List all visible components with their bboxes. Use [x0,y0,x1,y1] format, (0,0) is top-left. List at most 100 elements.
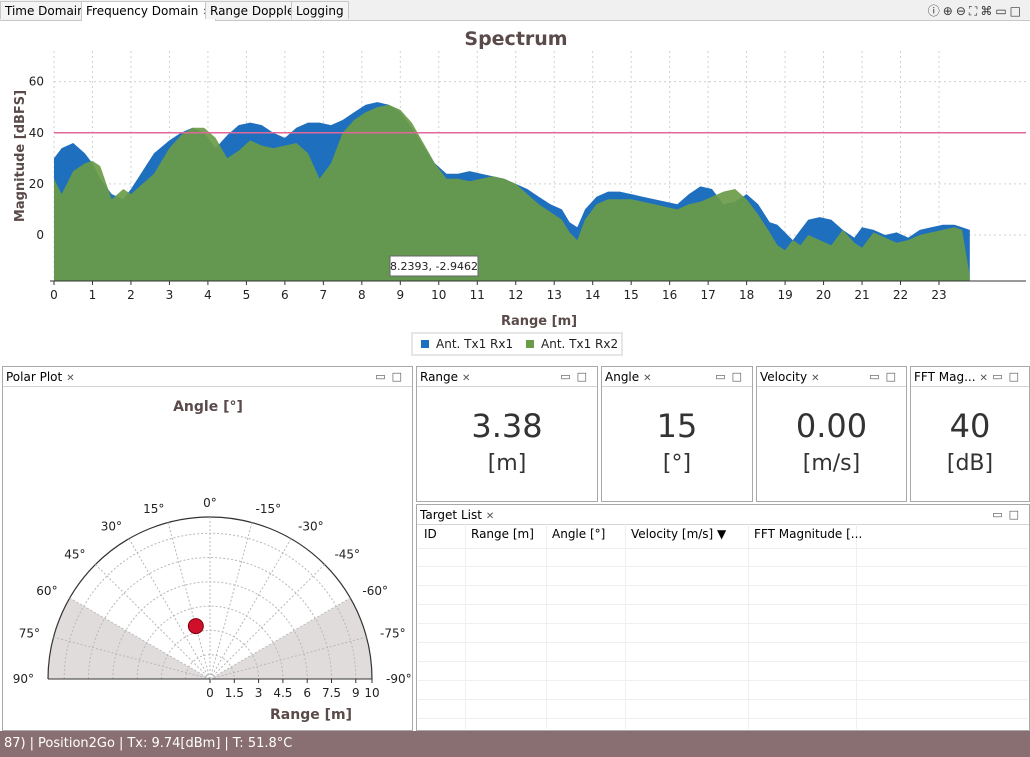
angle-label: -15° [256,502,282,516]
velocity-unit: [m/s] [802,451,861,476]
close-icon[interactable]: ✕ [462,373,471,384]
x-tick-label: 23 [931,288,946,302]
fft-magnitude-unit: [dB] [946,451,994,476]
panel-controls[interactable]: ▭□ [560,370,593,383]
polar-range-label: Range [m] [270,707,352,723]
range-tick-label: 0 [206,686,214,700]
tab-frequency-domain[interactable]: Frequency Domain✕ [81,1,216,21]
x-tick-label: 16 [662,288,677,302]
column-header-id[interactable]: ID [424,527,437,541]
close-icon[interactable]: ✕ [485,511,495,522]
close-icon[interactable]: ✕ [979,373,988,384]
out-of-fov-wedge [210,598,372,679]
angle-tab[interactable]: Angle ✕ ▭□ [602,367,752,387]
angle-label: -75° [380,626,406,640]
column-header-range[interactable]: Range [m] [471,527,534,541]
polar-grid [47,516,373,680]
info-icon[interactable]: ⓘ [927,4,943,18]
velocity-value: 0.00 [795,407,868,445]
angle-card: Angle ✕ ▭□ 15 [°] [601,366,753,502]
x-tick-label: 19 [777,288,792,302]
table-grid [418,661,1028,662]
angle-label: 90° [13,672,34,686]
angle-label: 15° [143,502,164,516]
x-tick-label: 3 [166,288,174,302]
y-tick-label: 0 [36,228,44,242]
close-icon[interactable]: ✕ [643,373,652,384]
tab-range-doppler[interactable]: Range Doppler [205,1,305,19]
column-header-fft-magnitude[interactable]: FFT Magnitude [... [754,527,863,541]
target-marker[interactable] [187,618,204,635]
main-tab-bar: Time Domain Frequency Domain✕ Range Dopp… [0,0,1030,21]
fit-icon[interactable]: ⛶ [968,4,981,18]
x-tick-label: 5 [243,288,251,302]
tab-time-domain[interactable]: Time Domain [0,1,90,19]
maximize-icon[interactable]: □ [1009,4,1024,18]
fft-magnitude-card: FFT Mag... ✕ ▭□ 40 [dB] [910,366,1030,502]
angle-spoke [209,538,292,680]
range-value: 3.38 [471,407,543,445]
status-temperature: T: 51.8°C [232,736,293,751]
panel-controls[interactable]: ▭□ [869,370,902,383]
x-tick-label: 10 [431,288,446,302]
table-grid [856,524,857,729]
angle-label: 45° [64,548,85,562]
velocity-tab[interactable]: Velocity ✕ ▭□ [757,367,906,387]
range-tick-label: 4.5 [273,686,292,700]
panel-controls[interactable]: ▭□ [715,370,748,383]
status-tx-power: Tx: 9.74[dBm] [127,736,221,751]
angle-label: -60° [362,584,388,598]
tab-logging[interactable]: Logging [291,1,349,19]
table-grid [418,642,1028,643]
spectrum-chart[interactable]: Spectrum 0 1 2 3 4 5 6 7 8 9 10 11 12 13 14 15 16 17 18 19 2… [0,21,1030,361]
x-tick-label: 2 [127,288,135,302]
panel-controls[interactable]: ▭□ [992,370,1025,383]
status-device: Position2Go [38,736,115,751]
range-tick-label: 3 [255,686,263,700]
angle-label: 0° [203,496,217,510]
y-tick-label: 40 [29,126,44,140]
x-tick-label: 20 [816,288,831,302]
range-tick-label: 6 [303,686,311,700]
x-tick-label: 22 [893,288,908,302]
polar-targets [187,618,204,635]
angle-spoke [209,522,253,680]
target-list-tab[interactable]: Target List ✕ ▭□ [417,505,1029,525]
polar-chart[interactable]: Angle [°] 0° 15° -15° 30° -30° 45° -45° 60° -60°… [3,388,412,730]
range-tick-label: 7.5 [322,686,341,700]
angle-label: 30° [101,520,122,534]
x-tick-label: 13 [547,288,562,302]
table-grid [625,524,626,729]
status-bar: 87) | Position2Go | Tx: 9.74[dBm] | T: 51.8°C [0,731,1030,757]
close-icon[interactable]: ✕ [66,373,75,384]
panel-controls[interactable]: ▭□ [992,508,1025,521]
x-tick-label: 18 [739,288,754,302]
x-tick-label: 14 [585,288,600,302]
chart-toolbar: ⓘ⊕⊖⛶⌘▭□ [928,2,1024,19]
range-tick-label: 10 [364,686,379,700]
angle-label: -90° [386,672,412,686]
polar-out-of-fov [48,598,372,679]
reset-icon[interactable]: ⌘ [980,4,996,18]
range-tab[interactable]: Range ✕ ▭□ [417,367,597,387]
panel-controls[interactable]: ▭□ [375,370,408,383]
polar-title: Angle [°] [173,399,243,415]
table-grid [418,604,1028,605]
column-header-angle[interactable]: Angle [°] [552,527,606,541]
fft-magnitude-tab[interactable]: FFT Mag... ✕ ▭□ [911,367,1029,387]
x-tick-label: 4 [204,288,212,302]
range-unit: [m] [487,451,527,476]
close-icon[interactable]: ✕ [811,373,820,384]
range-ring [136,605,284,680]
polar-plot-tab[interactable]: Polar Plot ✕ ▭□ [3,367,412,387]
zoom-out-icon[interactable]: ⊖ [955,4,969,18]
table-grid [418,566,1028,567]
x-tick-label: 0 [50,288,58,302]
table-grid [748,524,749,729]
column-header-velocity[interactable]: Velocity [m/s] ▼ [631,527,727,541]
x-tick-label: 6 [281,288,289,302]
tooltip-text: 8.2393, -2.9462 [390,260,478,273]
minimize-icon[interactable]: ▭ [995,4,1010,18]
table-grid [418,585,1028,586]
zoom-in-icon[interactable]: ⊕ [942,4,956,18]
